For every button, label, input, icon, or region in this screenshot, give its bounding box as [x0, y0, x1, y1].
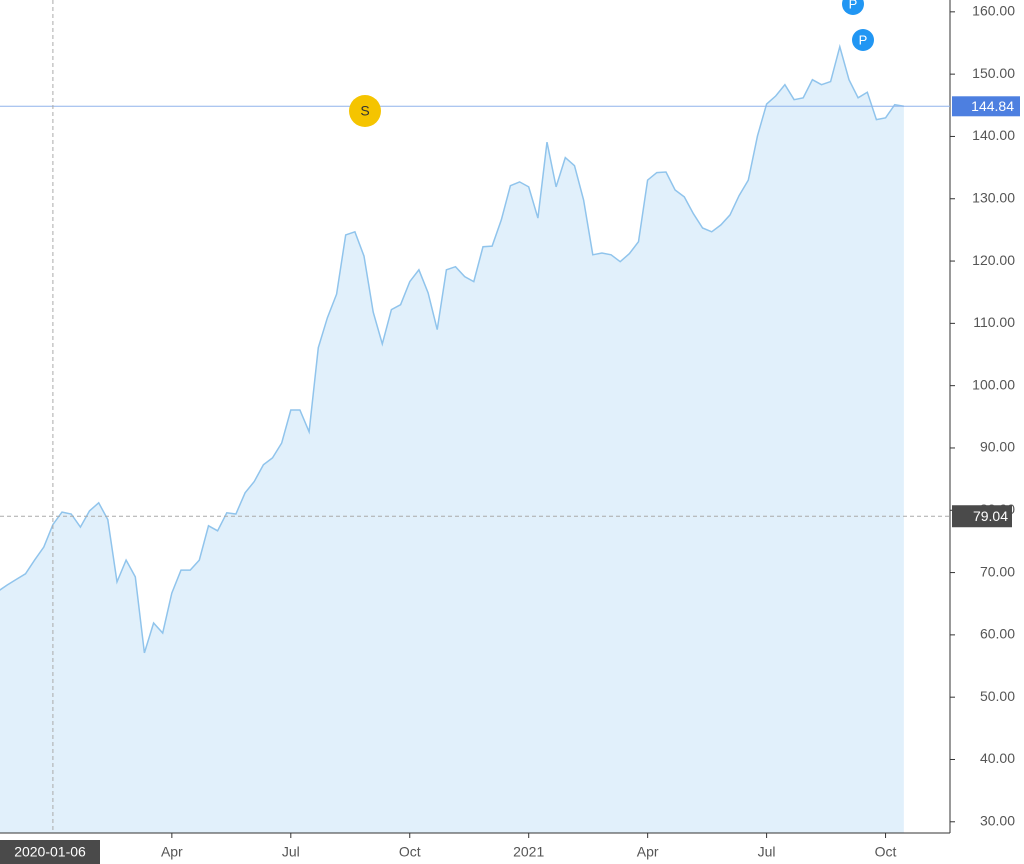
x-tick-label: Oct — [399, 844, 421, 860]
y-tick-label: 100.00 — [972, 376, 1015, 392]
x-tick-label: 2021 — [513, 844, 544, 860]
x-tick-label: Oct — [875, 844, 897, 860]
x-tick-label: Apr — [637, 844, 659, 860]
crosshair-date-label: 2020-01-06 — [14, 844, 86, 860]
y-tick-label: 60.00 — [980, 626, 1015, 642]
x-tick-label: Jul — [758, 844, 776, 860]
x-tick-label: Apr — [161, 844, 183, 860]
area — [0, 46, 904, 833]
y-tick-label: 30.00 — [980, 812, 1015, 828]
y-tick-label: 110.00 — [973, 314, 1015, 330]
event-marker — [852, 29, 874, 51]
event-label: P — [859, 32, 868, 47]
y-tick-label: 70.00 — [980, 563, 1015, 579]
y-tick-label: 40.00 — [980, 750, 1015, 766]
y-tick-label: 120.00 — [972, 252, 1015, 268]
event-marker — [842, 0, 864, 15]
x-tick-label: Jul — [282, 844, 300, 860]
y-tick-label: 150.00 — [972, 65, 1015, 81]
last-price-label: 144.84 — [971, 98, 1014, 114]
crosshair-price-box — [952, 505, 1012, 528]
event-label: S — [360, 103, 369, 119]
y-tick-label: 50.00 — [980, 688, 1015, 704]
event-marker — [349, 95, 381, 127]
y-tick-label: 130.00 — [972, 189, 1015, 205]
event-label: P — [849, 0, 858, 11]
y-tick-label: 90.00 — [980, 439, 1015, 455]
line — [0, 43, 905, 654]
y-tick-label: 160.00 — [972, 3, 1015, 19]
y-tick-label: 140.00 — [972, 127, 1015, 143]
crosshair-date-box — [0, 840, 100, 864]
last-price-box — [952, 96, 1020, 117]
crosshair-price-label: 79.04 — [973, 508, 1008, 524]
